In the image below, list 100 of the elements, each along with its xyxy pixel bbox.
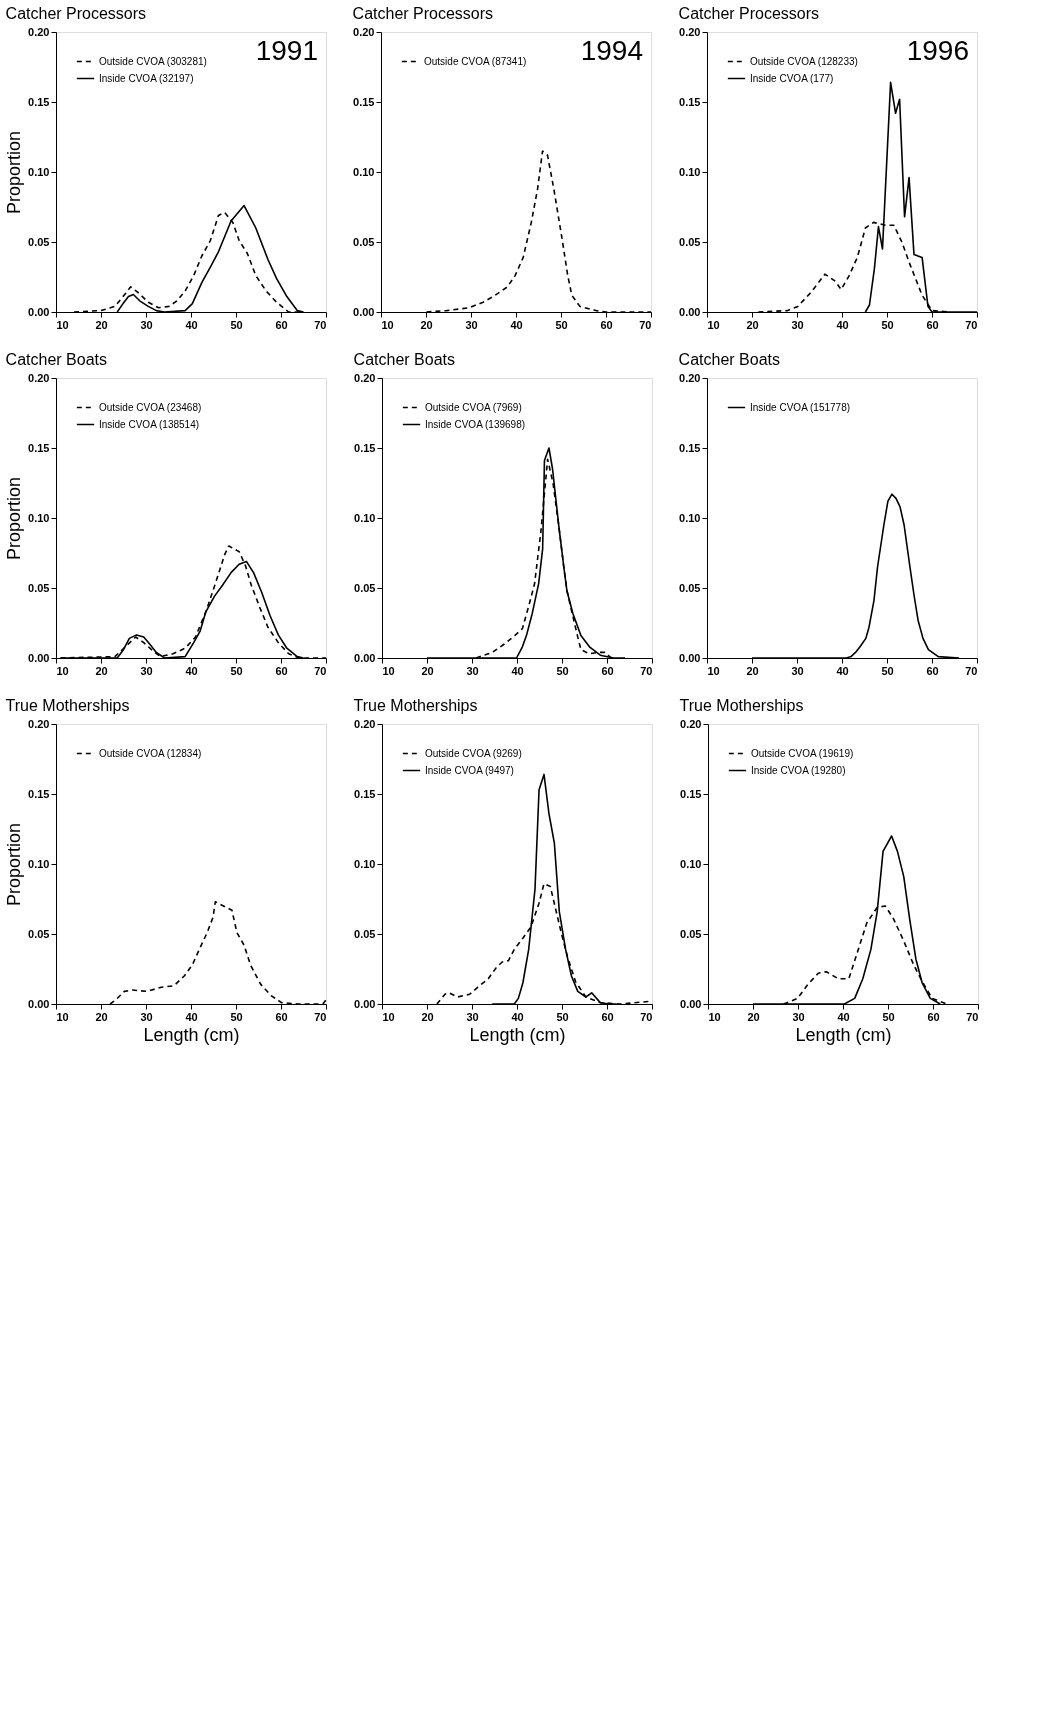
- x-tick-label: 50: [230, 318, 243, 331]
- x-tick-label: 50: [230, 1010, 243, 1023]
- x-tick-label: 40: [510, 318, 523, 331]
- legend-label: Outside CVOA (9269): [425, 747, 522, 759]
- chart-title: Catcher Processors: [678, 5, 820, 22]
- legend-label: Inside CVOA (19280): [751, 764, 846, 776]
- x-tick-label: 60: [926, 664, 939, 677]
- chart-title: True Motherships: [5, 697, 130, 714]
- x-tick-label: 30: [466, 664, 479, 677]
- y-tick-label: 0.00: [28, 305, 50, 318]
- x-tick-label: 70: [640, 664, 653, 677]
- y-axis-title: Proportion: [4, 130, 25, 215]
- legend-label: Inside CVOA (139698): [425, 418, 526, 430]
- x-tick-label: 50: [881, 318, 894, 331]
- y-tick-label: 0.20: [679, 371, 701, 384]
- x-tick-label: 50: [881, 664, 894, 677]
- legend-label: Outside CVOA (303281): [99, 55, 207, 67]
- legend-label: Outside CVOA (128233): [750, 55, 858, 67]
- x-tick-label: 40: [511, 664, 524, 677]
- y-tick-label: 0.20: [354, 717, 376, 730]
- x-tick-label: 30: [140, 664, 153, 677]
- y-tick-label: 0.20: [354, 371, 376, 384]
- x-tick-label: 20: [746, 664, 759, 677]
- legend-label: Outside CVOA (23468): [99, 401, 202, 413]
- y-tick-label: 0.10: [679, 165, 701, 178]
- x-tick-label: 60: [600, 318, 613, 331]
- x-tick-label: 50: [556, 1010, 569, 1023]
- chart-title: Catcher Processors: [352, 5, 494, 22]
- y-tick-label: 0.10: [679, 511, 701, 524]
- y-tick-label: 0.05: [353, 235, 375, 248]
- x-tick-label: 10: [381, 318, 394, 331]
- x-tick-label: 60: [275, 318, 288, 331]
- chart-title: True Motherships: [353, 697, 478, 714]
- y-tick-label: 0.00: [354, 651, 376, 664]
- y-tick-label: 0.05: [28, 927, 50, 940]
- annotation: 1991: [255, 35, 318, 66]
- x-tick-label: 40: [511, 1010, 524, 1023]
- x-tick-label: 70: [966, 1010, 979, 1023]
- y-tick-label: 0.00: [679, 651, 701, 664]
- x-tick-label: 50: [556, 664, 569, 677]
- x-tick-label: 70: [640, 1010, 653, 1023]
- y-tick-label: 0.20: [680, 717, 702, 730]
- y-tick-label: 0.05: [679, 581, 701, 594]
- x-tick-label: 20: [95, 1010, 108, 1023]
- y-tick-label: 0.15: [353, 95, 375, 108]
- x-tick-label: 10: [707, 318, 720, 331]
- y-tick-label: 0.00: [354, 997, 376, 1010]
- legend-label: Inside CVOA (32197): [99, 72, 194, 84]
- x-tick-label: 40: [185, 664, 198, 677]
- legend-label: Outside CVOA (12834): [99, 747, 202, 759]
- y-tick-label: 0.20: [353, 25, 375, 38]
- y-axis-title: Proportion: [4, 822, 25, 907]
- x-axis-title: Length (cm): [143, 1024, 240, 1045]
- y-tick-label: 0.15: [679, 95, 701, 108]
- legend-label: Inside CVOA (151778): [750, 401, 851, 413]
- y-tick-label: 0.00: [28, 651, 50, 664]
- x-axis-title: Length (cm): [795, 1024, 892, 1045]
- x-tick-label: 30: [791, 318, 804, 331]
- x-tick-label: 50: [882, 1010, 895, 1023]
- chart-title: Catcher Processors: [5, 5, 147, 22]
- x-tick-label: 70: [314, 318, 327, 331]
- x-tick-label: 60: [601, 664, 614, 677]
- y-axis-title: Proportion: [4, 476, 25, 561]
- legend-label: Outside CVOA (87341): [424, 55, 527, 67]
- y-tick-label: 0.00: [28, 997, 50, 1010]
- x-tick-label: 30: [465, 318, 478, 331]
- legend-label: Outside CVOA (7969): [425, 401, 522, 413]
- x-tick-label: 30: [792, 1010, 805, 1023]
- x-tick-label: 70: [965, 664, 978, 677]
- annotation: 1996: [906, 35, 969, 66]
- chart-title: Catcher Boats: [678, 351, 780, 368]
- y-tick-label: 0.15: [680, 787, 702, 800]
- chart-title: Catcher Boats: [5, 351, 107, 368]
- x-tick-label: 70: [965, 318, 978, 331]
- x-tick-label: 60: [275, 664, 288, 677]
- y-tick-label: 0.20: [28, 371, 50, 384]
- x-tick-label: 70: [639, 318, 652, 331]
- x-tick-label: 70: [314, 664, 327, 677]
- y-tick-label: 0.10: [28, 165, 50, 178]
- y-tick-label: 0.10: [28, 511, 50, 524]
- x-tick-label: 40: [185, 1010, 198, 1023]
- x-tick-label: 10: [382, 664, 395, 677]
- x-tick-label: 50: [230, 664, 243, 677]
- x-axis-title: Length (cm): [469, 1024, 566, 1045]
- y-tick-label: 0.20: [679, 25, 701, 38]
- x-tick-label: 60: [927, 1010, 940, 1023]
- x-tick-label: 30: [140, 318, 153, 331]
- x-tick-label: 70: [314, 1010, 327, 1023]
- legend-label: Inside CVOA (177): [750, 72, 834, 84]
- y-tick-label: 0.15: [28, 95, 50, 108]
- y-tick-label: 0.10: [680, 857, 702, 870]
- x-tick-label: 20: [746, 318, 759, 331]
- x-tick-label: 40: [836, 318, 849, 331]
- y-tick-label: 0.10: [353, 165, 375, 178]
- y-tick-label: 0.15: [28, 787, 50, 800]
- legend-label: Outside CVOA (19619): [751, 747, 854, 759]
- annotation: 1994: [580, 35, 643, 66]
- x-tick-label: 30: [140, 1010, 153, 1023]
- x-tick-label: 40: [185, 318, 198, 331]
- x-tick-label: 30: [466, 1010, 479, 1023]
